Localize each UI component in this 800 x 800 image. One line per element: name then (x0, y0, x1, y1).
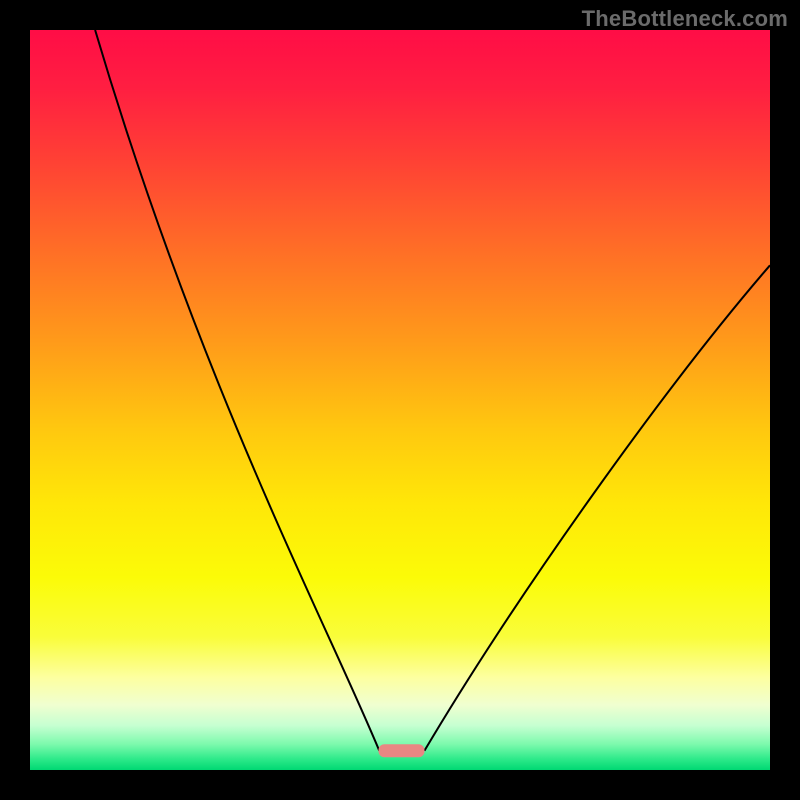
trough-marker (378, 744, 424, 757)
attribution-label: TheBottleneck.com (582, 6, 788, 32)
plot-background (30, 30, 770, 770)
bottleneck-chart (0, 0, 800, 800)
chart-frame: TheBottleneck.com (0, 0, 800, 800)
